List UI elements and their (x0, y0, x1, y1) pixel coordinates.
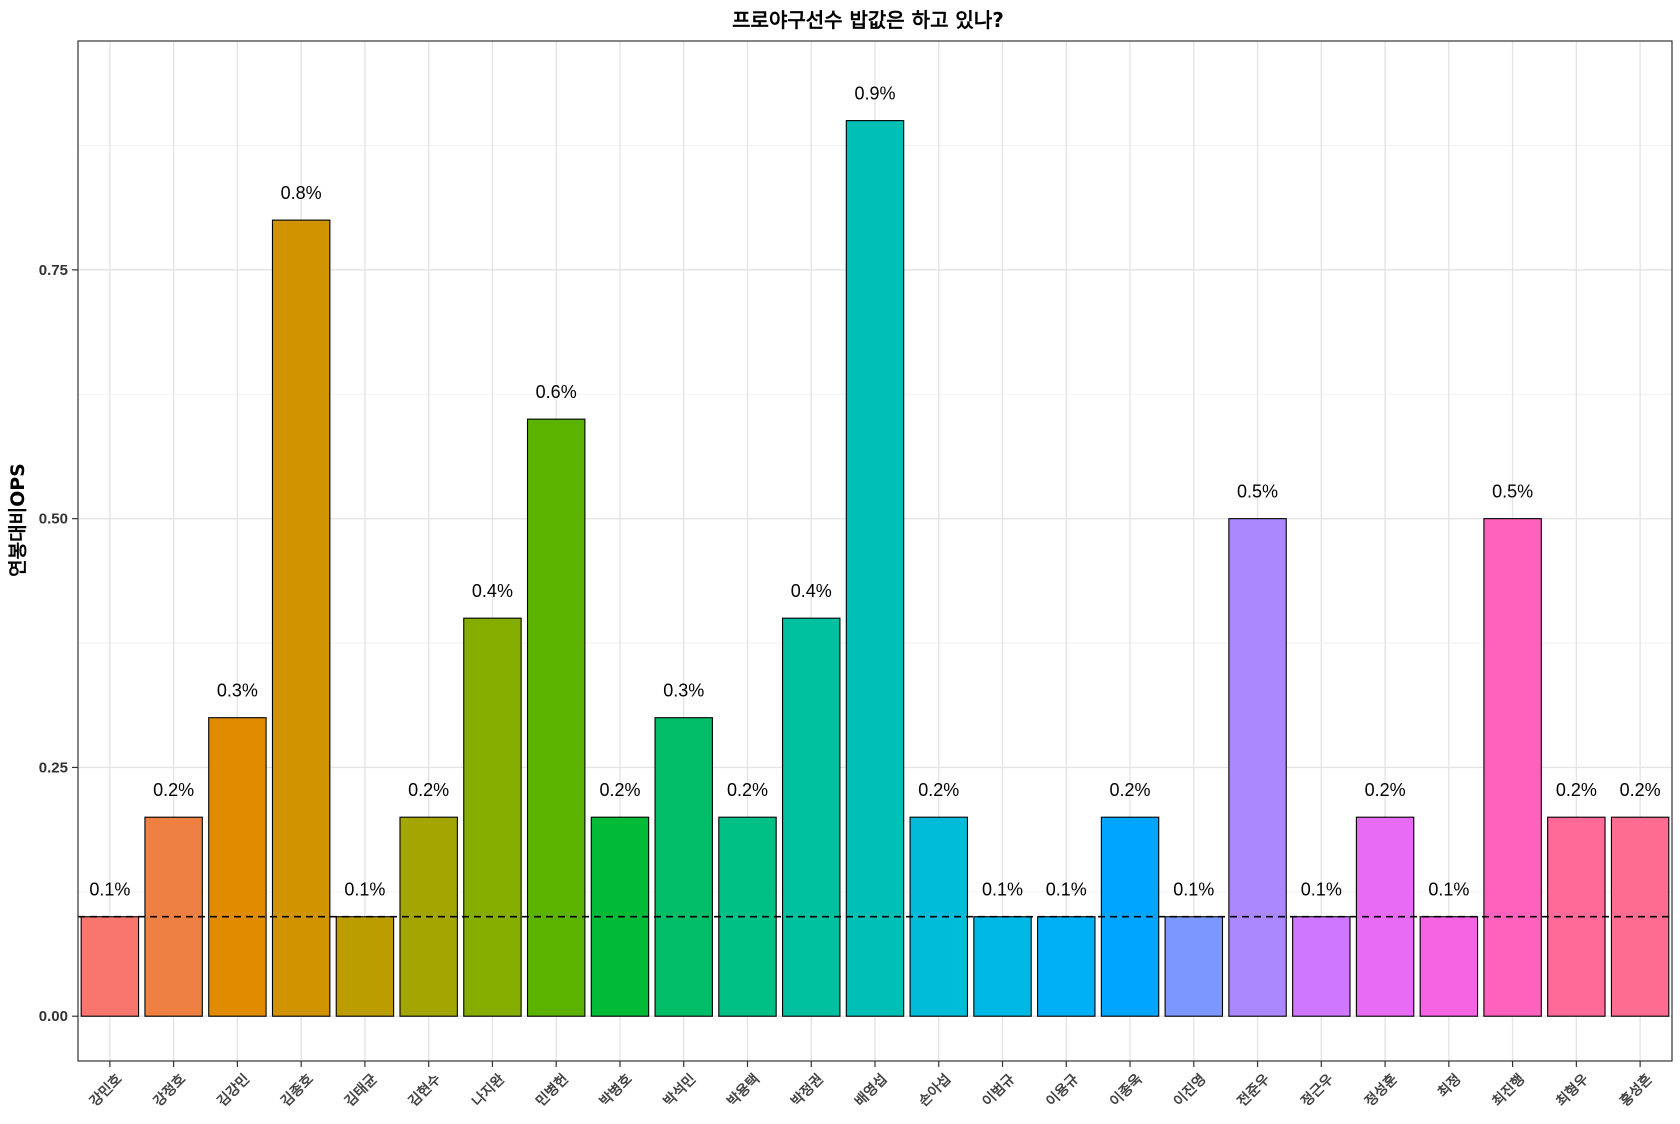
data-label: 0.8% (281, 183, 322, 203)
data-label: 0.1% (344, 880, 385, 900)
data-label: 0.2% (918, 780, 959, 800)
bar-16 (1037, 916, 1096, 1017)
bar-10 (654, 717, 713, 1017)
x-tick-label: 민병헌 (532, 1071, 571, 1110)
x-tick-label: 최진행 (1489, 1071, 1528, 1110)
bar-23 (1483, 518, 1542, 1017)
x-tick-label: 홍성흔 (1616, 1071, 1655, 1110)
y-tick-label: 0.00 (39, 1008, 68, 1025)
data-label: 0.4% (472, 581, 513, 601)
bar-8 (526, 418, 586, 1017)
data-label: 0.6% (536, 382, 577, 402)
bar-7 (463, 617, 522, 1017)
x-tick-label: 박석민 (660, 1071, 699, 1110)
x-tick-label: 박병호 (596, 1071, 635, 1110)
x-tick-label: 김태균 (341, 1071, 380, 1110)
data-labels: 0.1% 0.2% 0.3% 0.8% 0.1% 0.2% 0.4% 0.6% 0.2% 0.3%… (89, 84, 1660, 900)
data-label: 0.2% (153, 780, 194, 800)
data-label: 0.5% (1237, 482, 1278, 502)
y-tick-label: 0.75 (39, 262, 68, 279)
bar-19 (1228, 518, 1287, 1017)
x-tick-label: 이용규 (1043, 1071, 1082, 1110)
x-tick-label: 이범규 (979, 1071, 1018, 1110)
data-label: 0.3% (663, 681, 704, 701)
data-label: 0.2% (1556, 780, 1597, 800)
x-tick-label: 손아섭 (915, 1071, 954, 1110)
bar-18 (1164, 916, 1224, 1017)
data-label: 0.2% (1110, 780, 1151, 800)
x-axis: 강민호 강정호 김강민 김종호 김태균 김현수 나지완 민병헌 박병호 박석민 박용택 박정권 배영섭 손… (86, 1061, 1656, 1110)
data-label: 0.1% (1173, 880, 1214, 900)
data-label: 0.2% (727, 780, 768, 800)
data-label: 0.9% (854, 84, 895, 104)
bar-5 (335, 916, 395, 1017)
data-label: 0.3% (217, 681, 258, 701)
bar-22 (1419, 916, 1479, 1017)
bar-3 (208, 717, 267, 1017)
data-label: 0.2% (1620, 780, 1661, 800)
x-tick-label: 나지완 (469, 1071, 508, 1110)
chart-title: 프로야구선수 밥값은 하고 있나? (732, 8, 1004, 32)
x-tick-label: 박정권 (788, 1071, 827, 1110)
data-label: 0.1% (1301, 880, 1342, 900)
data-label: 0.1% (1428, 880, 1469, 900)
x-tick-label: 김현수 (405, 1071, 444, 1110)
data-label: 0.1% (982, 880, 1023, 900)
x-tick-label: 최정 (1434, 1071, 1464, 1101)
x-tick-label: 이진영 (1170, 1071, 1209, 1110)
bar-20 (1292, 916, 1351, 1017)
bar-15 (973, 916, 1032, 1017)
x-tick-label: 전준우 (1234, 1071, 1273, 1110)
x-tick-label: 강정호 (150, 1071, 189, 1110)
data-label: 0.5% (1492, 482, 1533, 502)
bar-13 (845, 120, 905, 1017)
bar-12 (781, 617, 841, 1017)
bar-4 (271, 219, 331, 1017)
y-tick-label: 0.25 (39, 759, 68, 776)
x-tick-label: 김종호 (277, 1071, 316, 1110)
data-label: 0.2% (1365, 780, 1406, 800)
bar-1 (80, 916, 140, 1017)
x-tick-label: 박용택 (724, 1071, 763, 1110)
x-tick-label: 최형우 (1553, 1071, 1592, 1110)
data-label: 0.1% (89, 880, 130, 900)
x-tick-label: 배영섭 (851, 1071, 890, 1110)
x-tick-label: 이종욱 (1106, 1071, 1145, 1110)
y-tick-label: 0.50 (39, 511, 68, 528)
data-label: 0.4% (791, 581, 832, 601)
y-axis-label: 연봉대비OPS (7, 463, 29, 577)
x-tick-label: 강민호 (86, 1071, 125, 1110)
x-tick-label: 정성훈 (1361, 1071, 1400, 1110)
data-label: 0.1% (1046, 880, 1087, 900)
y-axis: 0.00 0.25 0.50 0.75 (39, 262, 78, 1025)
data-label: 0.2% (599, 780, 640, 800)
data-label: 0.2% (408, 780, 449, 800)
x-tick-label: 김강민 (214, 1071, 253, 1110)
x-tick-label: 정근우 (1298, 1071, 1337, 1110)
